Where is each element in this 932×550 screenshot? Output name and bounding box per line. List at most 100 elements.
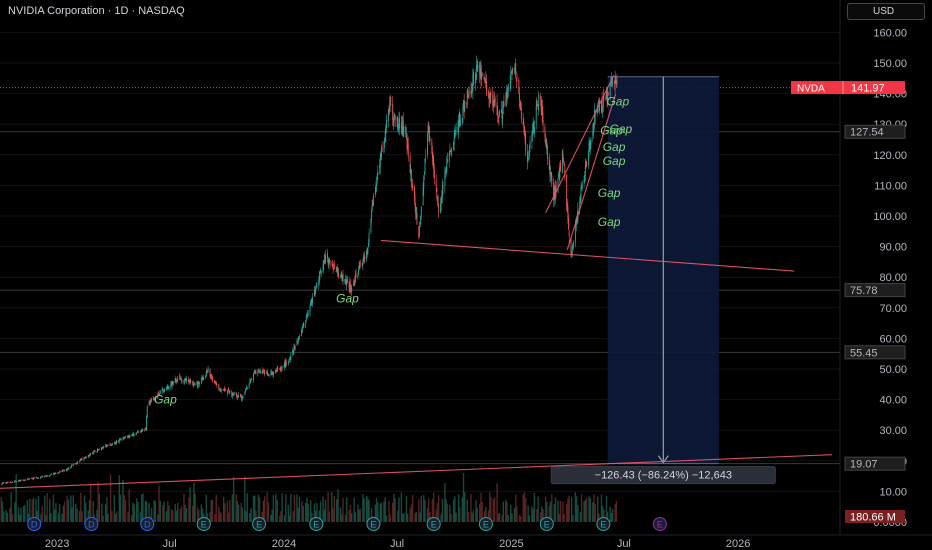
- candle: [266, 368, 268, 376]
- candle-body: [427, 125, 429, 134]
- candle: [23, 479, 25, 482]
- candle-body: [458, 114, 460, 121]
- candle-body: [190, 380, 192, 382]
- candle-body: [341, 275, 343, 279]
- candle-body: [392, 121, 394, 123]
- candle: [67, 467, 69, 470]
- gap-annotation: Gap: [603, 154, 626, 168]
- volume-bar: [9, 508, 11, 522]
- time-tick-label: 2026: [726, 538, 750, 550]
- volume-bar: [262, 500, 265, 522]
- volume-bar: [41, 505, 43, 522]
- candle: [486, 74, 487, 96]
- candle-body: [553, 183, 555, 201]
- candle-body: [386, 120, 387, 128]
- candle-body: [92, 453, 94, 454]
- candle-body: [37, 477, 39, 479]
- candle-body: [611, 80, 613, 84]
- candle-body: [276, 369, 277, 371]
- candle: [349, 279, 351, 295]
- candle: [599, 97, 601, 115]
- candle: [276, 368, 277, 373]
- candle-body: [158, 392, 160, 396]
- level-label-box: [844, 283, 906, 298]
- volume-bar: [365, 495, 368, 522]
- candle: [540, 92, 542, 107]
- trendline: [0, 454, 833, 489]
- candle-body: [290, 354, 292, 360]
- volume-bar: [580, 494, 583, 522]
- candle-body: [612, 80, 614, 82]
- candle: [453, 140, 455, 151]
- candle: [350, 285, 352, 292]
- candle-body: [296, 340, 298, 345]
- candle-body: [172, 381, 174, 383]
- candle-body: [477, 65, 479, 69]
- candle: [481, 72, 483, 77]
- candle-body: [551, 175, 553, 184]
- candle: [307, 309, 309, 317]
- volume-bar: [305, 502, 307, 522]
- currency-button[interactable]: USD: [847, 3, 925, 20]
- volume-bar: [175, 510, 178, 522]
- candle: [367, 247, 369, 255]
- candle-body: [432, 156, 434, 162]
- volume-bar: [137, 502, 139, 522]
- volume-bar: [570, 497, 573, 522]
- candle-body: [489, 93, 491, 98]
- candle: [485, 71, 487, 83]
- candle-body: [28, 478, 30, 480]
- candle: [289, 356, 291, 362]
- candle-body: [394, 114, 396, 118]
- candle-body: [432, 151, 433, 158]
- candle: [413, 184, 415, 204]
- candle: [225, 388, 227, 391]
- candle-body: [516, 80, 518, 82]
- candle: [533, 120, 535, 138]
- candle-body: [57, 473, 59, 474]
- candle: [54, 472, 56, 476]
- candle-body: [261, 370, 263, 374]
- candle-body: [162, 389, 164, 391]
- candle-body: [153, 399, 155, 401]
- measurement-zone: −126.43 (−86.24%) −12,643: [550, 76, 776, 485]
- candle: [464, 100, 466, 112]
- candle-body: [480, 69, 482, 81]
- candle-body: [533, 121, 535, 133]
- candle: [427, 121, 429, 142]
- candle: [342, 269, 344, 286]
- candle-body: [402, 122, 404, 136]
- candle-body: [320, 269, 322, 272]
- candle: [580, 184, 582, 204]
- candle-body: [420, 206, 422, 216]
- candle: [402, 116, 404, 137]
- volume-bar: [565, 504, 568, 522]
- candle-body: [80, 458, 82, 461]
- candle-body: [307, 314, 309, 316]
- candle-body: [450, 150, 452, 152]
- candle: [520, 100, 522, 111]
- candle-body: [71, 464, 73, 466]
- candle-body: [115, 440, 117, 444]
- candle-body: [267, 372, 269, 375]
- candle-body: [228, 391, 230, 392]
- candle-body: [354, 275, 356, 283]
- candle-body: [313, 290, 315, 297]
- candle: [581, 181, 583, 190]
- candle: [185, 377, 187, 383]
- candle: [120, 437, 121, 440]
- candle-body: [364, 256, 366, 259]
- candle: [609, 84, 611, 101]
- candle: [468, 94, 469, 99]
- candle-body: [345, 279, 346, 282]
- candle: [419, 222, 421, 228]
- candle-body: [66, 468, 68, 470]
- candle-body: [305, 316, 307, 320]
- candle-body: [138, 431, 140, 433]
- candle: [164, 388, 166, 392]
- candle-body: [449, 150, 451, 152]
- candle: [498, 110, 500, 126]
- volume-bar: [261, 512, 263, 522]
- candle: [316, 282, 318, 288]
